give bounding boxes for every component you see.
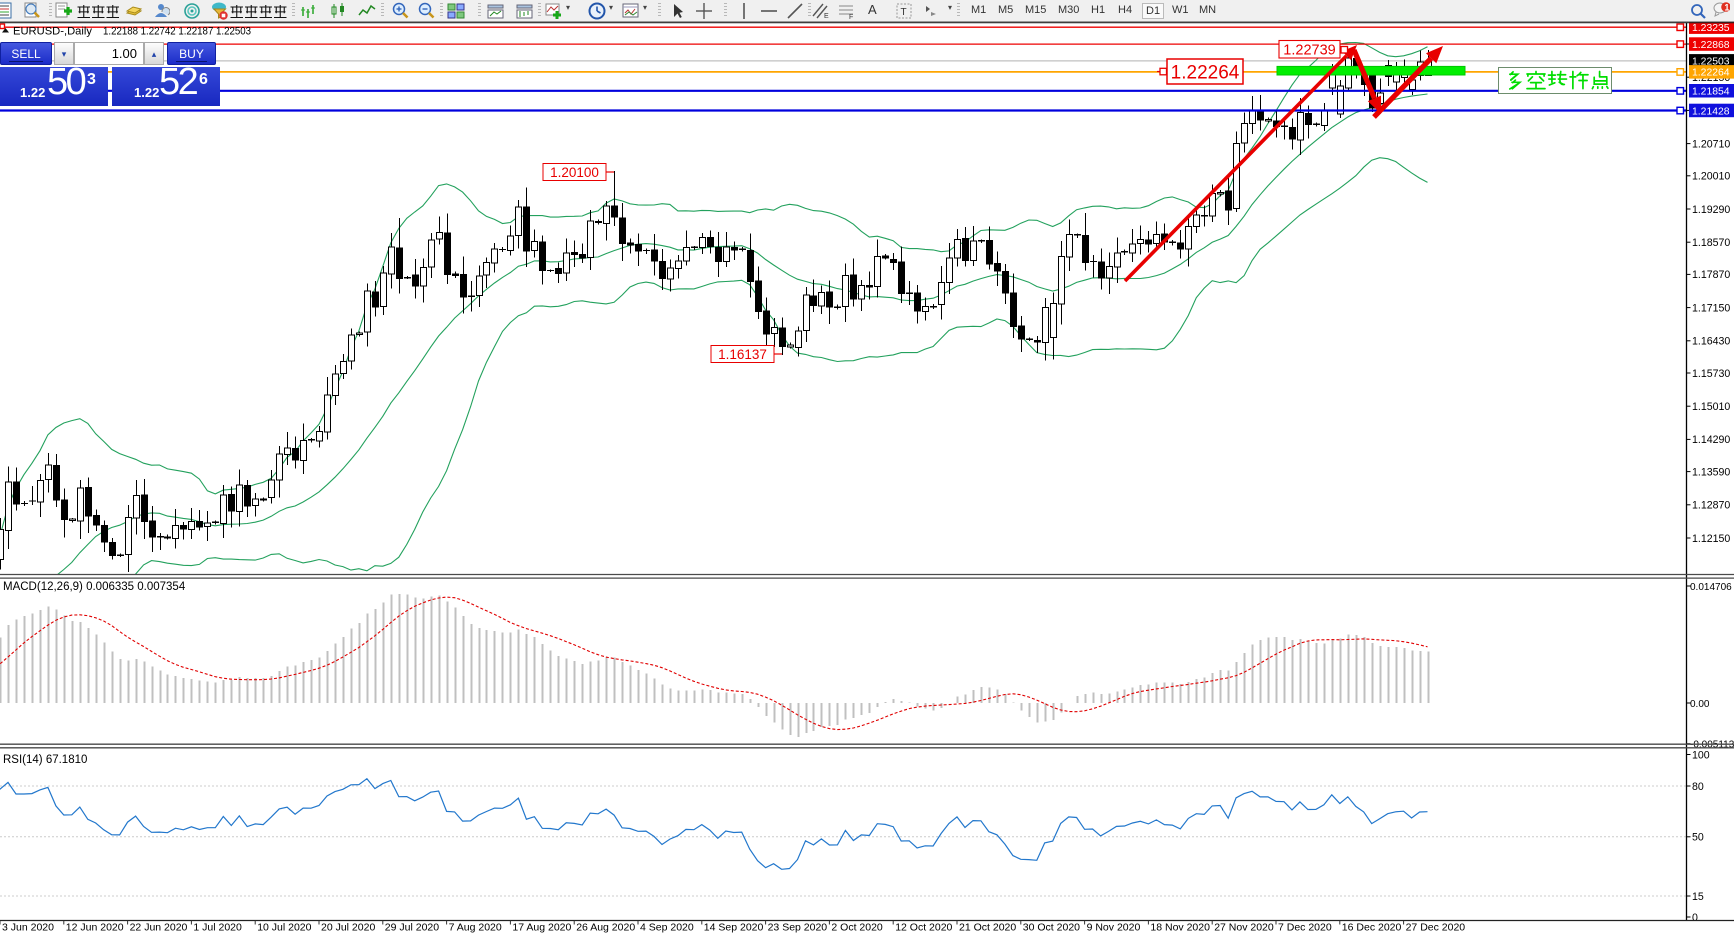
svg-text:1.21428: 1.21428 xyxy=(1692,106,1730,117)
svg-text:1: 1 xyxy=(1724,2,1729,12)
svg-text:80: 80 xyxy=(1692,781,1704,793)
svg-text:14 Sep 2020: 14 Sep 2020 xyxy=(704,922,764,934)
svg-text:1.15730: 1.15730 xyxy=(1692,368,1730,380)
svg-text:2 Oct 2020: 2 Oct 2020 xyxy=(831,922,883,934)
svg-text:1.13590: 1.13590 xyxy=(1692,466,1730,478)
svg-text:F: F xyxy=(849,14,853,20)
svg-text:1 Jul 2020: 1 Jul 2020 xyxy=(193,922,242,934)
svg-text:1.15010: 1.15010 xyxy=(1692,401,1730,413)
svg-text:1.22264: 1.22264 xyxy=(1692,68,1730,79)
svg-text:17 Aug 2020: 17 Aug 2020 xyxy=(512,922,571,934)
svg-text:12 Oct 2020: 12 Oct 2020 xyxy=(895,922,952,934)
svg-text:16 Dec 2020: 16 Dec 2020 xyxy=(1342,922,1402,934)
svg-text:-0.005113: -0.005113 xyxy=(1690,740,1734,751)
svg-text:20 Jul 2020: 20 Jul 2020 xyxy=(321,922,375,934)
svg-text:1.20010: 1.20010 xyxy=(1692,171,1730,183)
svg-text:0: 0 xyxy=(1692,912,1698,924)
svg-text:1.16137: 1.16137 xyxy=(718,347,767,362)
svg-text:30 Oct 2020: 30 Oct 2020 xyxy=(1023,922,1080,934)
svg-text:1.14290: 1.14290 xyxy=(1692,434,1730,446)
svg-text:3 Jun 2020: 3 Jun 2020 xyxy=(2,922,54,934)
svg-text:1.22739: 1.22739 xyxy=(1283,43,1335,59)
svg-text:0.014706: 0.014706 xyxy=(1690,582,1732,593)
svg-text:29 Jul 2020: 29 Jul 2020 xyxy=(385,922,439,934)
svg-text:1.23235: 1.23235 xyxy=(1692,23,1730,34)
svg-text:7 Dec 2020: 7 Dec 2020 xyxy=(1278,922,1332,934)
svg-text:1.20710: 1.20710 xyxy=(1692,138,1730,150)
svg-text:1.17870: 1.17870 xyxy=(1692,269,1730,281)
svg-text:100: 100 xyxy=(1692,749,1710,761)
svg-text:1.19290: 1.19290 xyxy=(1692,204,1730,216)
svg-text:22 Jun 2020: 22 Jun 2020 xyxy=(130,922,188,934)
svg-text:9 Nov 2020: 9 Nov 2020 xyxy=(1087,922,1141,934)
svg-text:10 Jul 2020: 10 Jul 2020 xyxy=(257,922,311,934)
svg-text:1.16430: 1.16430 xyxy=(1692,336,1730,348)
svg-text:1.22868: 1.22868 xyxy=(1692,40,1730,51)
svg-text:21 Oct 2020: 21 Oct 2020 xyxy=(959,922,1016,934)
svg-text:MACD(12,26,9) 0.006335 0.00735: MACD(12,26,9) 0.006335 0.007354 xyxy=(3,581,186,593)
svg-text:1.12870: 1.12870 xyxy=(1692,500,1730,512)
svg-text:4 Sep 2020: 4 Sep 2020 xyxy=(640,922,694,934)
svg-text:EURUSD-,Daily: EURUSD-,Daily xyxy=(13,26,92,38)
svg-text:1.21854: 1.21854 xyxy=(1692,87,1730,98)
svg-text:1.22503: 1.22503 xyxy=(1692,57,1730,68)
svg-text:RSI(14) 67.1810: RSI(14) 67.1810 xyxy=(3,754,87,766)
svg-text:1.22188 1.22742 1.22187 1.2250: 1.22188 1.22742 1.22187 1.22503 xyxy=(103,26,251,38)
svg-text:26 Aug 2020: 26 Aug 2020 xyxy=(576,922,635,934)
svg-text:7 Aug 2020: 7 Aug 2020 xyxy=(449,922,502,934)
svg-text:27 Nov 2020: 27 Nov 2020 xyxy=(1214,922,1274,934)
svg-text:T: T xyxy=(901,7,907,18)
svg-text:1.18570: 1.18570 xyxy=(1692,237,1730,249)
svg-text:15: 15 xyxy=(1692,891,1704,903)
svg-text:27 Dec 2020: 27 Dec 2020 xyxy=(1406,922,1466,934)
svg-text:23 Sep 2020: 23 Sep 2020 xyxy=(768,922,828,934)
svg-text:1.12150: 1.12150 xyxy=(1692,533,1730,545)
svg-text:1.22264: 1.22264 xyxy=(1171,62,1240,83)
svg-text:1.20100: 1.20100 xyxy=(550,165,599,180)
svg-text:1.17150: 1.17150 xyxy=(1692,302,1730,314)
svg-text:0.00: 0.00 xyxy=(1690,699,1710,710)
svg-text:18 Nov 2020: 18 Nov 2020 xyxy=(1150,922,1210,934)
svg-text:E: E xyxy=(824,13,829,20)
svg-text:50: 50 xyxy=(1692,832,1704,844)
svg-text:12 Jun 2020: 12 Jun 2020 xyxy=(66,922,124,934)
